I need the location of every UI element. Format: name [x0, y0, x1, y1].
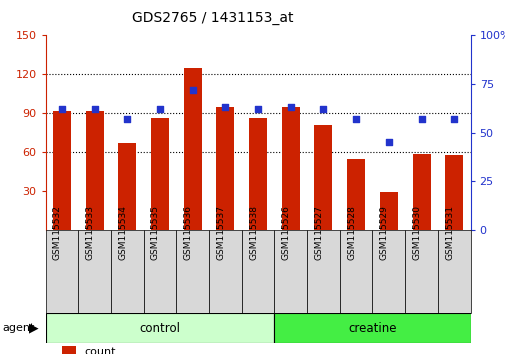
Point	[156, 107, 164, 112]
FancyBboxPatch shape	[143, 230, 176, 313]
Text: GSM115526: GSM115526	[281, 205, 290, 260]
Text: GSM115530: GSM115530	[412, 205, 421, 260]
Point	[449, 116, 458, 122]
Text: GSM115537: GSM115537	[216, 205, 225, 260]
Text: GSM115536: GSM115536	[183, 205, 192, 260]
Text: creatine: creatine	[347, 322, 396, 335]
Point	[188, 87, 196, 93]
Text: control: control	[139, 322, 180, 335]
Text: GSM115538: GSM115538	[248, 205, 258, 260]
Bar	[118, 143, 136, 230]
FancyBboxPatch shape	[176, 230, 209, 313]
FancyBboxPatch shape	[437, 230, 470, 313]
Bar	[150, 119, 169, 230]
Bar	[281, 107, 299, 230]
FancyBboxPatch shape	[274, 313, 470, 343]
Text: count: count	[84, 347, 116, 354]
Text: GSM115535: GSM115535	[150, 205, 160, 260]
Point	[384, 139, 392, 145]
FancyBboxPatch shape	[339, 230, 372, 313]
FancyBboxPatch shape	[209, 230, 241, 313]
Bar	[216, 107, 234, 230]
Point	[286, 104, 294, 110]
FancyBboxPatch shape	[111, 230, 143, 313]
FancyBboxPatch shape	[78, 230, 111, 313]
Bar	[346, 159, 365, 230]
Bar	[248, 119, 267, 230]
FancyBboxPatch shape	[45, 230, 78, 313]
Point	[319, 107, 327, 112]
Bar	[412, 154, 430, 230]
Point	[90, 107, 98, 112]
Point	[351, 116, 360, 122]
Text: GSM115528: GSM115528	[346, 205, 356, 260]
FancyBboxPatch shape	[307, 230, 339, 313]
Bar	[183, 68, 201, 230]
Text: GSM115529: GSM115529	[379, 205, 388, 260]
Text: GSM115534: GSM115534	[118, 205, 127, 260]
Point	[58, 107, 66, 112]
Text: agent: agent	[3, 323, 35, 333]
Point	[254, 107, 262, 112]
FancyBboxPatch shape	[274, 230, 307, 313]
FancyBboxPatch shape	[241, 230, 274, 313]
Text: GSM115527: GSM115527	[314, 205, 323, 260]
Bar	[62, 346, 76, 354]
Point	[417, 116, 425, 122]
Text: GDS2765 / 1431153_at: GDS2765 / 1431153_at	[131, 11, 293, 25]
Bar	[379, 193, 397, 230]
Bar	[314, 125, 332, 230]
FancyBboxPatch shape	[405, 230, 437, 313]
Text: GSM115531: GSM115531	[444, 205, 453, 260]
Text: GSM115533: GSM115533	[85, 205, 94, 260]
Point	[221, 104, 229, 110]
Text: GSM115532: GSM115532	[53, 205, 62, 260]
FancyBboxPatch shape	[372, 230, 405, 313]
FancyBboxPatch shape	[45, 313, 274, 343]
Point	[123, 116, 131, 122]
Bar	[85, 111, 104, 230]
Bar	[444, 155, 462, 230]
Bar	[53, 111, 71, 230]
Text: ▶: ▶	[29, 322, 39, 335]
